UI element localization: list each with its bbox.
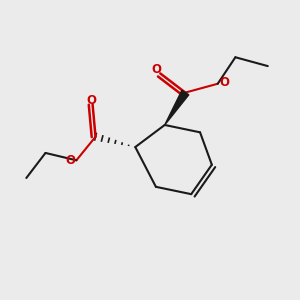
Polygon shape [165, 90, 189, 125]
Text: O: O [86, 94, 96, 107]
Text: O: O [152, 63, 162, 76]
Text: O: O [65, 154, 75, 167]
Text: O: O [219, 76, 229, 89]
